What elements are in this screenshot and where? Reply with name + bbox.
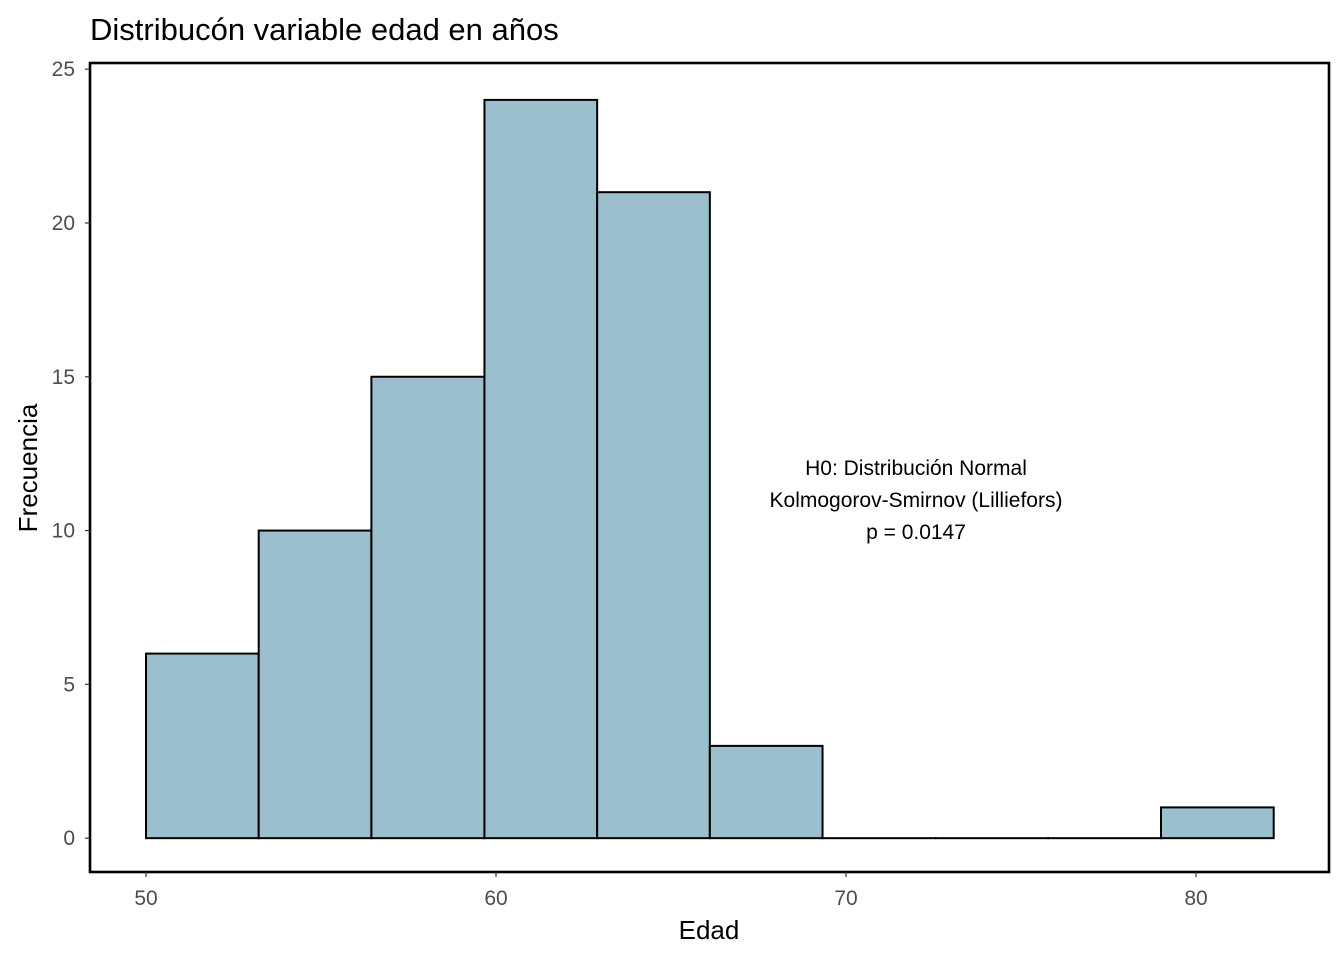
histogram-bar <box>257 529 373 840</box>
histogram-bar <box>483 98 599 840</box>
y-tick-label: 0 <box>63 827 75 850</box>
y-tick-label: 25 <box>52 58 75 81</box>
x-axis: 50 60 70 80 <box>134 872 1208 910</box>
histogram-bar <box>1160 806 1275 840</box>
annotation-line: Kolmogorov-Smirnov (Lilliefors) <box>770 489 1063 512</box>
annotation-line: H0: Distribución Normal <box>805 457 1027 480</box>
histogram-bar <box>596 191 711 840</box>
normality-test-annotation: H0: Distribución Normal Kolmogorov-Smirno… <box>770 457 1063 544</box>
chart-title: Distribucón variable edad en años <box>90 12 559 47</box>
histogram-bar <box>145 652 260 840</box>
histogram-bar <box>370 375 486 840</box>
y-tick-label: 15 <box>52 366 75 389</box>
x-tick-label: 60 <box>484 887 507 910</box>
histogram-bars <box>145 98 1275 840</box>
y-tick-label: 5 <box>63 673 75 696</box>
x-tick-label: 70 <box>834 887 857 910</box>
annotation-line: p = 0.0147 <box>866 521 966 544</box>
x-tick-label: 80 <box>1184 887 1207 910</box>
y-tick-label: 10 <box>52 520 75 543</box>
plot-panel-border <box>88 61 1331 874</box>
y-axis-title: Frecuencia <box>13 403 43 532</box>
x-tick-label: 50 <box>134 887 157 910</box>
y-axis: 0 5 10 15 20 25 <box>52 58 90 850</box>
y-tick-label: 20 <box>52 212 75 235</box>
x-axis-title: Edad <box>679 915 740 945</box>
histogram-bar <box>708 744 824 840</box>
